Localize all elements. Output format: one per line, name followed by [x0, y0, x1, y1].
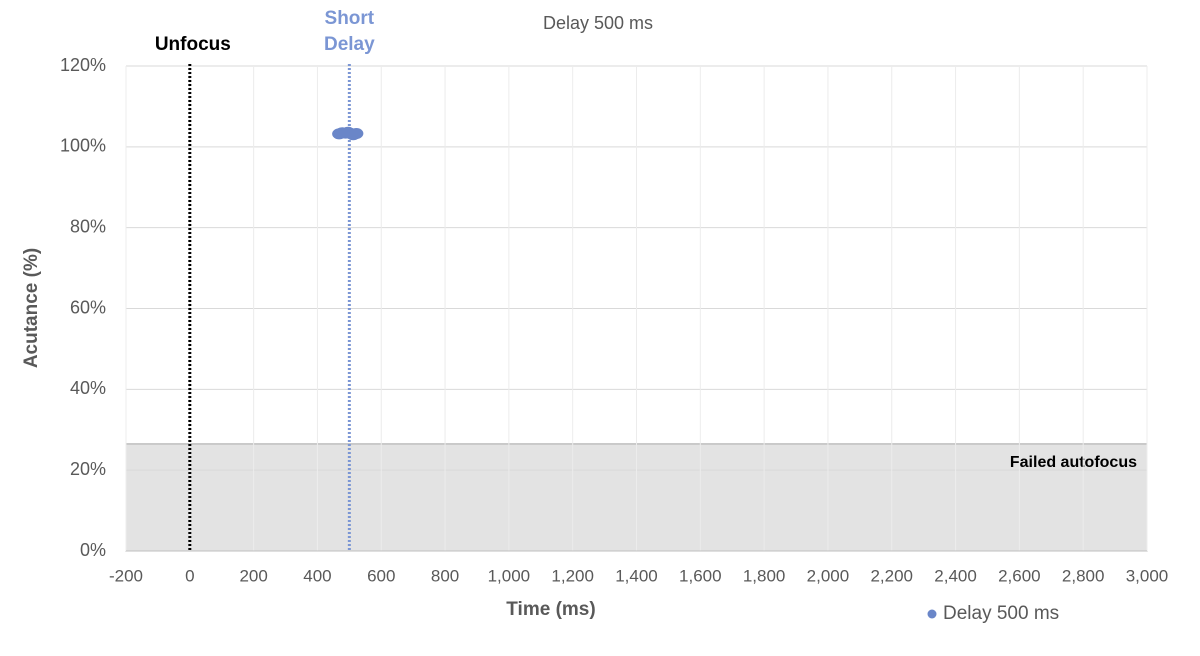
x-axis-title: Time (ms) [506, 599, 595, 620]
x-tick-label: 800 [431, 566, 459, 585]
x-tick-label: 600 [367, 566, 395, 585]
x-tick-label: 2,000 [807, 566, 850, 585]
y-axis-title: Acutance (%) [21, 248, 42, 368]
y-tick-label: 120% [60, 55, 106, 75]
x-tick-label: -200 [109, 566, 143, 585]
x-tick-label: 200 [239, 566, 267, 585]
y-tick-label: 80% [70, 216, 106, 236]
x-tick-label: 1,000 [488, 566, 531, 585]
y-tick-label: 100% [60, 136, 106, 156]
y-tick-label: 20% [70, 459, 106, 479]
reference-label: Unfocus [154, 34, 231, 55]
y-tick-label: 0% [80, 540, 106, 560]
x-tick-label: 1,800 [743, 566, 786, 585]
x-tick-label: 2,600 [998, 566, 1041, 585]
x-tick-label: 2,400 [934, 566, 977, 585]
x-tick-label: 0 [185, 566, 194, 585]
x-tick-label: 2,200 [870, 566, 913, 585]
x-tick-label: 2,800 [1062, 566, 1105, 585]
chart-title: Delay 500 ms [543, 13, 653, 33]
data-point [349, 127, 364, 139]
x-tick-label: 1,200 [551, 566, 594, 585]
x-tick-label: 400 [303, 566, 331, 585]
legend-label: Delay 500 ms [943, 603, 1059, 624]
y-tick-label: 40% [70, 378, 106, 398]
x-tick-label: 3,000 [1126, 566, 1169, 585]
y-tick-label: 60% [70, 297, 106, 317]
legend-marker [927, 609, 937, 619]
x-tick-label: 1,600 [679, 566, 722, 585]
x-tick-label: 1,400 [615, 566, 658, 585]
region-label: Failed autofocus [1010, 454, 1137, 471]
reference-label: Short Delay [323, 8, 375, 55]
